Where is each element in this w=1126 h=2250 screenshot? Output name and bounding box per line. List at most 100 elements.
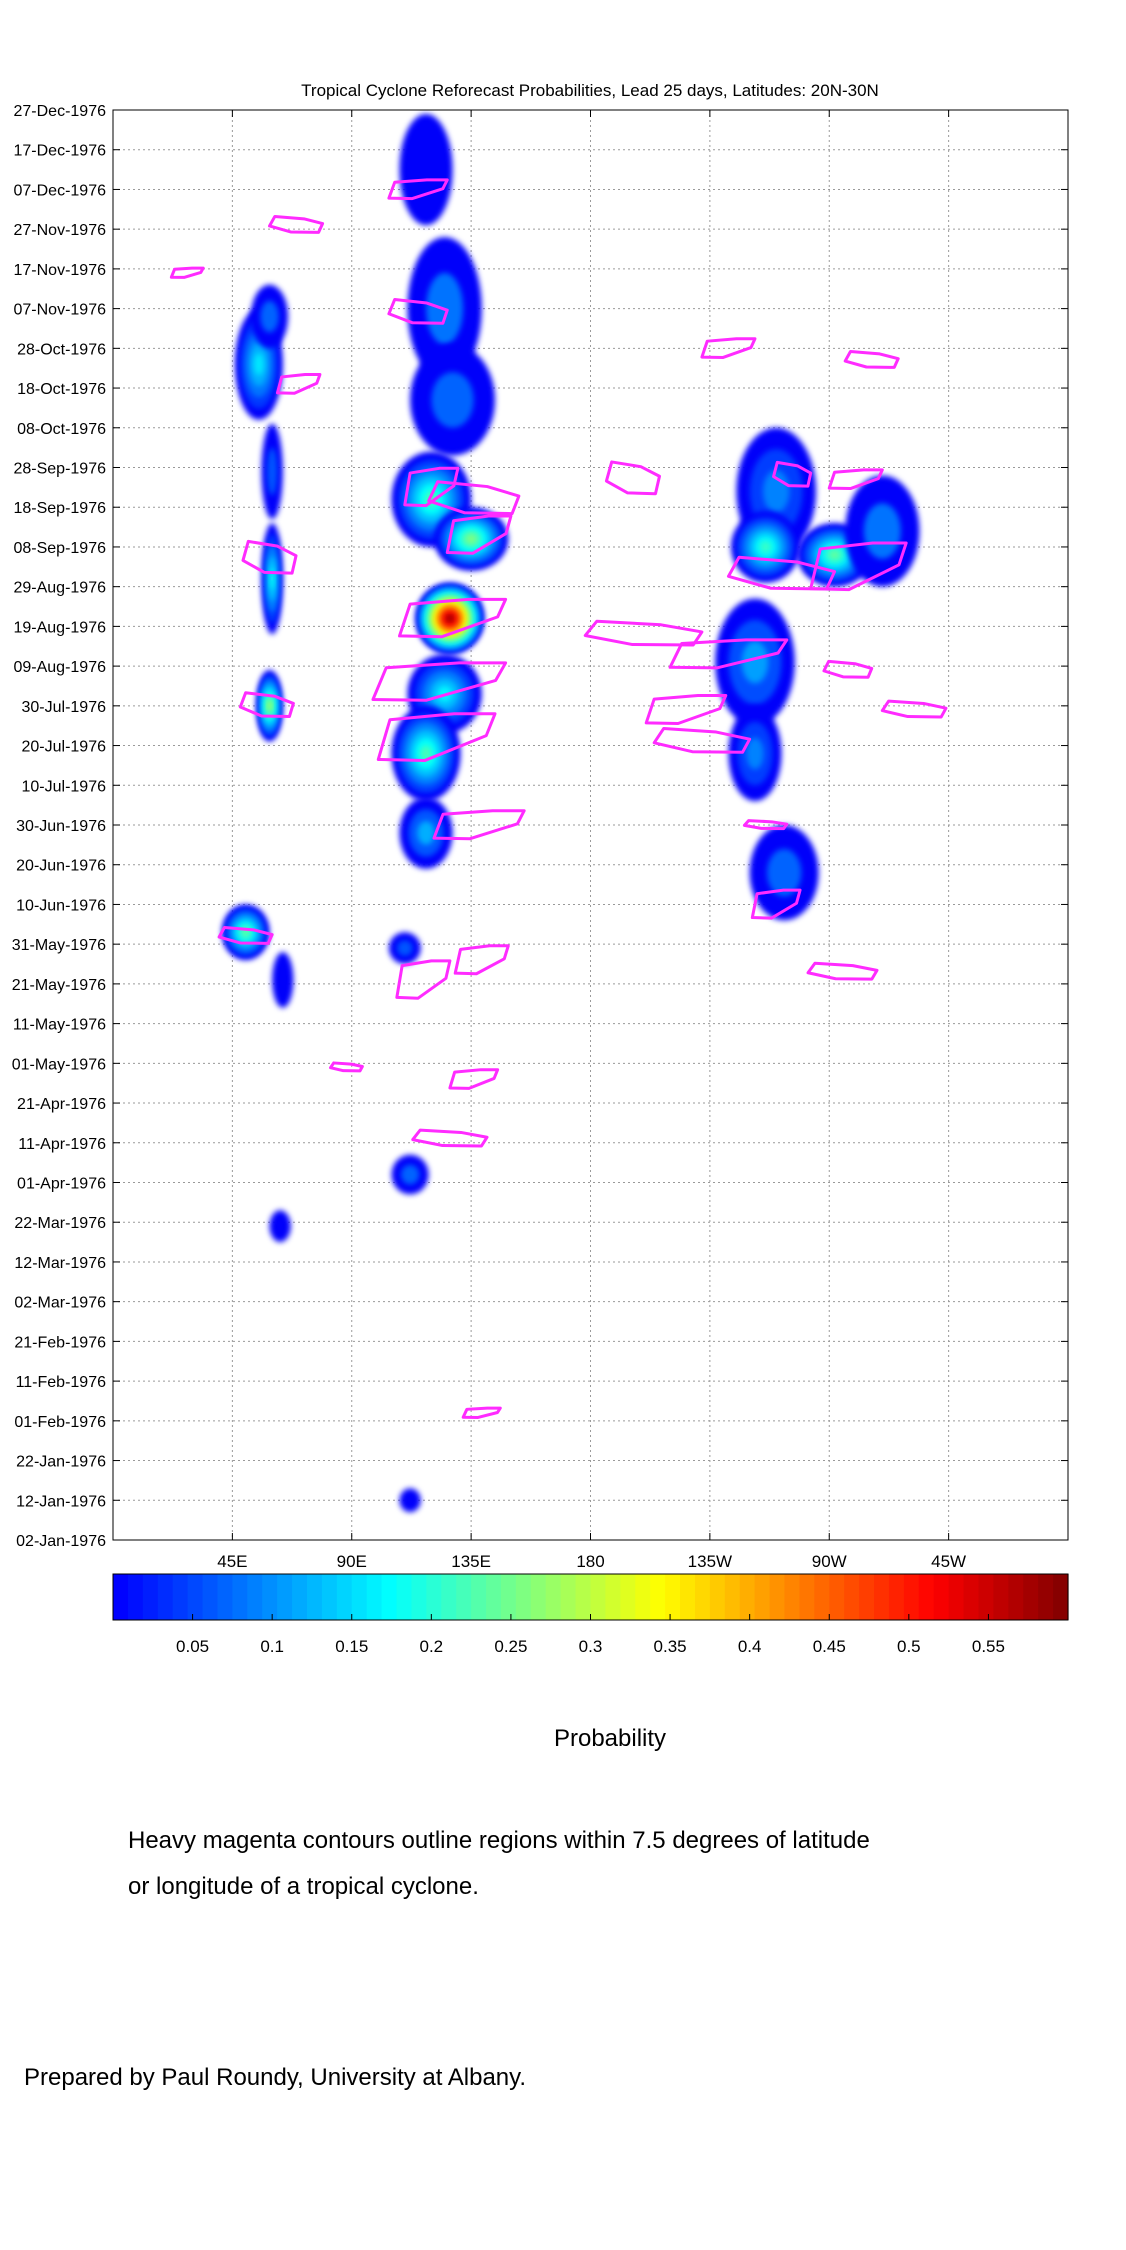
colorbar-segment bbox=[590, 1574, 607, 1620]
colorbar-segment bbox=[471, 1574, 487, 1620]
tc-contour bbox=[453, 944, 510, 976]
probability-mark bbox=[270, 567, 275, 590]
colorbar-segment bbox=[948, 1574, 965, 1620]
y-tick-label: 21-Apr-1976 bbox=[17, 1096, 106, 1113]
tc-contour bbox=[652, 726, 752, 754]
colorbar-tick-label: 0.4 bbox=[738, 1637, 762, 1656]
y-tick-label: 27-Dec-1976 bbox=[14, 103, 107, 120]
colorbar-segment bbox=[978, 1574, 994, 1620]
colorbar-segment bbox=[321, 1574, 338, 1620]
y-tick-label: 21-May-1976 bbox=[12, 977, 106, 994]
colorbar-tick-label: 0.5 bbox=[897, 1637, 921, 1656]
tc-contour bbox=[806, 961, 879, 981]
colorbar-segment bbox=[515, 1574, 532, 1620]
colorbar-segment bbox=[784, 1574, 801, 1620]
tc-contour bbox=[843, 350, 900, 369]
probability-mark bbox=[254, 353, 264, 376]
colorbar-segment bbox=[396, 1574, 413, 1620]
y-tick-label: 10-Jul-1976 bbox=[22, 778, 107, 795]
tc-contour bbox=[461, 1406, 502, 1419]
y-tick-label: 02-Mar-1976 bbox=[14, 1295, 106, 1312]
colorbar-segment bbox=[933, 1574, 950, 1620]
tc-contour bbox=[376, 712, 497, 762]
colorbar-segment bbox=[739, 1574, 756, 1620]
colorbar-tick-label: 0.2 bbox=[420, 1637, 444, 1656]
colorbar-segment bbox=[456, 1574, 472, 1620]
colorbar-segment bbox=[963, 1574, 980, 1620]
x-axis: 45E 90E 135E 180 135W 90W 45W bbox=[217, 110, 966, 1571]
y-tick-label: 22-Mar-1976 bbox=[14, 1215, 106, 1232]
tc-contour bbox=[726, 555, 837, 591]
y-tick-label: 07-Nov-1976 bbox=[14, 302, 107, 319]
colorbar-segment bbox=[724, 1574, 741, 1620]
colorbar-segment bbox=[605, 1574, 621, 1620]
tc-contour bbox=[398, 597, 508, 639]
y-tick-label: 21-Feb-1976 bbox=[14, 1334, 106, 1351]
colorbar-tick-label: 0.45 bbox=[813, 1637, 846, 1656]
colorbar-segment bbox=[232, 1574, 248, 1620]
colorbar-segment bbox=[635, 1574, 651, 1620]
probability-mark bbox=[829, 550, 840, 560]
tc-contour bbox=[668, 638, 789, 670]
y-tick-label: 20-Jun-1976 bbox=[16, 858, 106, 875]
x-tick-label: 180 bbox=[576, 1552, 604, 1571]
y-tick-label: 12-Jan-1976 bbox=[16, 1493, 106, 1510]
colorbar-segment bbox=[918, 1574, 935, 1620]
tc-contour bbox=[644, 694, 728, 726]
y-tick-label: 19-Aug-1976 bbox=[13, 619, 106, 636]
colorbar-segment bbox=[799, 1574, 815, 1620]
x-tick-label: 135E bbox=[451, 1552, 491, 1571]
tc-contour bbox=[809, 541, 908, 592]
colorbar-segment bbox=[694, 1574, 711, 1620]
colorbar-segment bbox=[351, 1574, 368, 1620]
y-tick-label: 11-Apr-1976 bbox=[18, 1136, 106, 1153]
probability-mark bbox=[465, 534, 477, 544]
colorbar-segment bbox=[217, 1574, 233, 1620]
y-tick-label: 12-Mar-1976 bbox=[14, 1255, 106, 1272]
colorbar-segment bbox=[829, 1574, 845, 1620]
tc-contour bbox=[432, 809, 526, 841]
colorbar-segment bbox=[381, 1574, 398, 1620]
colorbar-segment bbox=[1023, 1574, 1039, 1620]
colorbar-segment bbox=[620, 1574, 636, 1620]
tropical-cyclone-contours bbox=[169, 178, 948, 1419]
colorbar-tick-label: 0.15 bbox=[335, 1637, 368, 1656]
colorbar: 0.05 0.1 0.15 0.2 0.25 0.3 0.35 0.4 0.45 0.5 0.55 bbox=[112, 1573, 1069, 1656]
probability-mark bbox=[863, 503, 901, 559]
colorbar-segment bbox=[874, 1574, 890, 1620]
tc-contour bbox=[750, 888, 802, 920]
y-tick-label: 09-Aug-1976 bbox=[13, 659, 106, 676]
colorbar-segment bbox=[1053, 1574, 1069, 1620]
colorbar-segment bbox=[680, 1574, 696, 1620]
colorbar-segment bbox=[888, 1574, 905, 1620]
tc-contour bbox=[169, 266, 205, 279]
colorbar-segment bbox=[426, 1574, 442, 1620]
y-tick-label: 31-May-1976 bbox=[12, 937, 106, 954]
x-tick-label: 45W bbox=[931, 1552, 966, 1571]
probability-mark bbox=[759, 540, 772, 553]
colorbar-segment bbox=[814, 1574, 830, 1620]
tc-contour bbox=[448, 1068, 500, 1090]
colorbar-segment bbox=[903, 1574, 920, 1620]
colorbar-segment bbox=[709, 1574, 726, 1620]
tc-contour bbox=[583, 619, 704, 647]
colorbar-segment bbox=[306, 1574, 323, 1620]
probability-mark bbox=[260, 300, 279, 333]
colorbar-segment bbox=[844, 1574, 860, 1620]
tc-contour bbox=[403, 466, 460, 508]
probability-field bbox=[221, 113, 920, 1513]
colorbar-segment bbox=[754, 1574, 771, 1620]
tc-contour bbox=[387, 178, 449, 201]
probability-mark bbox=[399, 1488, 421, 1513]
colorbar-segment bbox=[172, 1574, 189, 1620]
y-axis: 27-Dec-1976 17-Dec-1976 07-Dec-1976 27-Nov-… bbox=[12, 103, 1068, 1550]
probability-mark bbox=[272, 952, 294, 1008]
y-tick-label: 08-Sep-1976 bbox=[13, 540, 106, 557]
colorbar-segment bbox=[262, 1574, 278, 1620]
y-tick-label: 18-Sep-1976 bbox=[13, 500, 106, 517]
colorbar-segment bbox=[187, 1574, 204, 1620]
colorbar-segment bbox=[560, 1574, 577, 1620]
y-tick-label: 30-Jun-1976 bbox=[16, 818, 106, 835]
grid-lines bbox=[113, 109, 1068, 1541]
